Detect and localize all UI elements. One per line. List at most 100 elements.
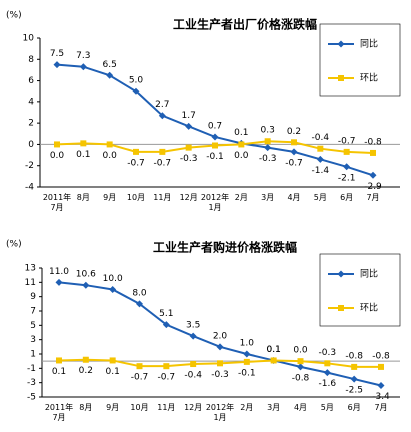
- marker: [159, 148, 166, 155]
- y-tick-label: 9: [30, 292, 36, 302]
- data-label: 2.0: [213, 331, 228, 341]
- data-label: 6.5: [103, 60, 117, 70]
- legend-box: [319, 23, 401, 97]
- data-label: 7.3: [76, 51, 90, 61]
- data-label: -1.4: [312, 166, 330, 176]
- y-tick-label: 5: [30, 321, 36, 331]
- marker: [297, 358, 304, 365]
- data-label: 0.3: [261, 126, 275, 136]
- x-tick-label: 12月: [184, 403, 203, 412]
- y-unit: (%): [6, 11, 22, 21]
- data-label: 0.0: [293, 346, 308, 356]
- marker: [136, 300, 143, 308]
- marker: [264, 138, 271, 145]
- x-tick-label: 6月: [347, 403, 361, 412]
- data-label: 5.0: [129, 76, 144, 86]
- x-tick-label: 8月: [76, 193, 90, 202]
- data-label: 1.0: [240, 339, 255, 349]
- y-tick-label: 2: [28, 119, 34, 129]
- marker: [132, 87, 140, 95]
- data-label: -0.3: [259, 154, 277, 164]
- x-tick-label: 2月: [240, 403, 254, 412]
- y-tick-label: 0: [28, 140, 34, 150]
- marker: [338, 75, 344, 81]
- marker: [82, 356, 89, 363]
- marker: [216, 343, 224, 351]
- marker: [338, 305, 344, 311]
- marker: [270, 357, 277, 364]
- data-label: -0.3: [319, 348, 337, 358]
- data-label: 0.0: [103, 151, 118, 161]
- marker: [378, 363, 384, 370]
- y-tick-label: 10: [23, 34, 35, 44]
- data-label: 0.1: [106, 367, 120, 377]
- y-tick-label: 1: [30, 350, 36, 360]
- data-label: -0.1: [206, 152, 224, 162]
- chart-title: 工业生产者购进价格涨跌幅: [153, 240, 297, 255]
- data-label: -2.1: [338, 173, 356, 183]
- data-label: 5.1: [159, 309, 173, 319]
- marker: [189, 332, 197, 340]
- marker: [370, 149, 376, 156]
- x-tick-label: 7月: [374, 403, 388, 412]
- marker: [291, 139, 297, 146]
- x-tick-label: 2011年 7月: [42, 193, 72, 212]
- marker: [55, 278, 63, 286]
- marker: [82, 281, 90, 289]
- x-tick-label: 5月: [313, 193, 327, 202]
- y-tick-label: -1: [27, 364, 36, 374]
- marker: [106, 71, 114, 79]
- marker: [297, 363, 304, 371]
- x-tick-label: 2012年 1月: [200, 193, 230, 212]
- data-label: -2.9: [364, 182, 382, 192]
- data-label: 0.2: [79, 366, 93, 376]
- marker: [377, 382, 385, 390]
- data-label: -0.8: [292, 373, 310, 383]
- marker: [56, 357, 62, 364]
- x-tick-label: 10月: [130, 403, 149, 412]
- data-label: -0.7: [338, 136, 356, 146]
- data-label: -0.8: [364, 137, 382, 147]
- y-tick-label: -3: [27, 378, 36, 388]
- x-tick-label: 7月: [366, 193, 380, 202]
- marker: [158, 112, 166, 120]
- x-tick-label: 10月: [126, 193, 146, 202]
- y-tick-label: 4: [28, 97, 34, 107]
- x-tick-label: 8月: [79, 403, 93, 412]
- x-tick-label: 5月: [320, 403, 334, 412]
- x-tick-label: 4月: [287, 193, 301, 202]
- y-tick-label: -4: [25, 183, 34, 193]
- data-label: -0.3: [211, 370, 229, 380]
- marker: [290, 148, 298, 156]
- marker: [133, 148, 139, 155]
- marker: [185, 122, 193, 130]
- y-tick-label: 8: [28, 55, 34, 65]
- data-label: -3.4: [372, 392, 390, 402]
- marker: [343, 163, 351, 171]
- x-tick-label: 6月: [340, 193, 354, 202]
- data-label: 0.1: [267, 345, 281, 355]
- x-tick-label: 12月: [179, 193, 198, 202]
- legend-label: 同比: [360, 268, 378, 280]
- marker: [217, 360, 223, 367]
- data-label: 8.0: [132, 288, 147, 298]
- data-label: -0.7: [158, 373, 176, 383]
- marker: [337, 270, 345, 278]
- x-tick-label: 3月: [261, 193, 275, 202]
- data-label: -0.7: [285, 158, 303, 168]
- marker: [264, 144, 272, 152]
- data-label: 10.6: [76, 270, 96, 280]
- data-label: 7.5: [50, 49, 64, 59]
- data-label: 1.7: [182, 111, 196, 121]
- marker: [109, 286, 117, 293]
- x-tick-label: 3月: [267, 403, 281, 412]
- data-label: -1.6: [319, 379, 337, 389]
- marker: [323, 369, 331, 377]
- y-tick-label: 6: [28, 76, 34, 86]
- x-tick-label: 2月: [234, 193, 248, 202]
- y-tick-label: 3: [30, 335, 36, 345]
- data-label: 0.2: [287, 127, 301, 137]
- data-label: 10.0: [103, 274, 123, 284]
- marker: [185, 144, 192, 151]
- x-tick-label: 2012年 1月: [205, 403, 235, 422]
